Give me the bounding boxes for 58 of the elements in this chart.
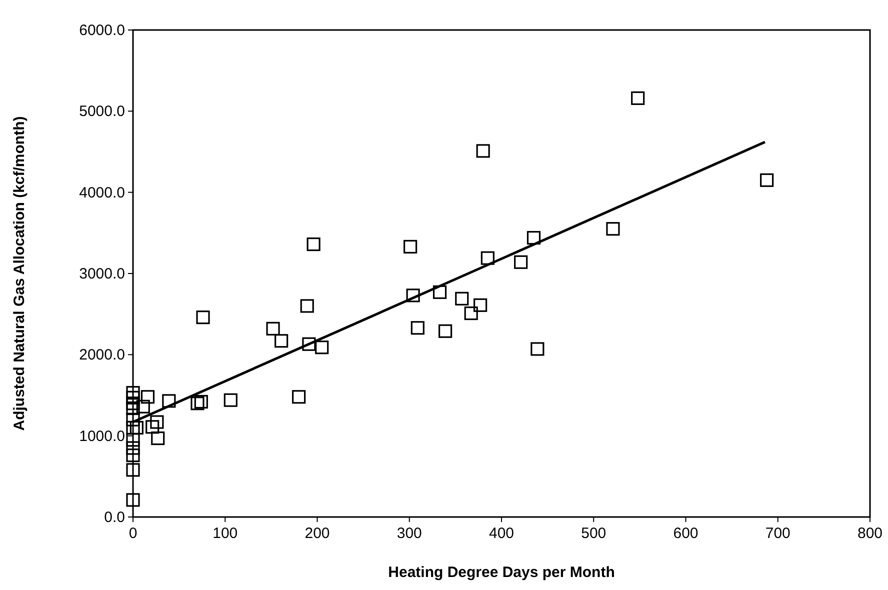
point — [606, 222, 620, 236]
point — [530, 342, 544, 356]
y-tick-label: 4000.0 — [79, 184, 125, 202]
point — [760, 173, 774, 187]
point — [432, 285, 447, 299]
y-tick-label: 0.0 — [104, 509, 125, 526]
point — [455, 292, 469, 306]
point — [126, 463, 140, 477]
point — [266, 322, 280, 336]
point — [464, 306, 478, 320]
point — [315, 340, 329, 354]
point — [438, 324, 452, 338]
point — [126, 433, 140, 447]
point — [126, 493, 140, 507]
x-tick-label: 100 — [212, 525, 238, 542]
point — [190, 396, 204, 410]
point — [126, 441, 140, 455]
x-tick-label: 0 — [128, 525, 138, 542]
x-axis-title: Heating Degree Days per Month — [388, 564, 615, 581]
y-tick-label: 6000.0 — [79, 22, 125, 39]
point — [151, 431, 165, 446]
point — [474, 298, 488, 312]
point — [162, 394, 176, 408]
point — [136, 400, 150, 414]
point — [410, 321, 424, 335]
point — [146, 420, 160, 434]
point — [302, 337, 316, 351]
point — [130, 420, 144, 435]
x-tick-label: 800 — [857, 525, 883, 542]
point — [306, 237, 320, 252]
point — [196, 310, 210, 324]
point — [526, 230, 541, 245]
point — [480, 251, 494, 265]
point — [300, 299, 314, 313]
x-tick-label: 400 — [488, 525, 514, 542]
point — [126, 448, 140, 462]
y-tick-label: 3000.0 — [79, 266, 125, 282]
x-tick-label: 500 — [581, 525, 606, 542]
point — [140, 390, 155, 404]
y-tick-label: 1000.0 — [79, 428, 125, 445]
x-tick-label: 600 — [673, 525, 698, 542]
point — [403, 240, 418, 254]
point — [224, 393, 238, 407]
y-tick-label: 2000.0 — [79, 346, 125, 364]
point — [194, 394, 208, 409]
point — [406, 288, 420, 302]
point — [292, 390, 306, 404]
x-tick-label: 700 — [765, 525, 790, 542]
point — [126, 386, 140, 400]
x-tick-label: 200 — [304, 525, 330, 542]
point — [274, 334, 288, 348]
point — [150, 415, 164, 429]
x-tick-label: 300 — [396, 525, 422, 542]
y-axis-title: Adjusted Natural Gas Allocation (kcf/month) — [11, 116, 28, 431]
point — [514, 255, 528, 269]
y-tick-label: 5000.0 — [79, 103, 125, 120]
point — [476, 144, 490, 158]
point — [631, 91, 645, 105]
